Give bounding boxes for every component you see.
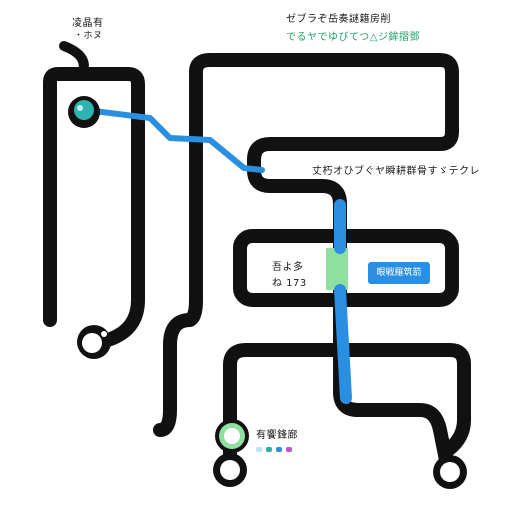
legend-dots xyxy=(256,447,292,452)
left-track-hook xyxy=(59,41,89,79)
bottom-label: 有饗鋒廊 xyxy=(256,430,298,441)
green-ring-icon[interactable] xyxy=(215,419,249,453)
main-track xyxy=(153,53,459,467)
middle-box-line-1: 吾よ多 xyxy=(272,262,304,273)
top-right-line-1: ゼブラぞ岳奏謎籍房削 xyxy=(286,14,391,25)
teal-circle-icon[interactable] xyxy=(68,96,100,128)
ring-icon[interactable] xyxy=(213,453,247,487)
lower-track xyxy=(223,343,471,465)
top-left-title: 凌晶有 xyxy=(72,18,104,29)
green-highlight xyxy=(326,248,348,290)
blue-vertical-segment xyxy=(334,199,352,404)
route-chip[interactable]: 眼戦羅筑箭 xyxy=(368,262,430,284)
legend-dot xyxy=(256,447,262,452)
left-track xyxy=(43,67,145,347)
legend-dot xyxy=(276,447,282,452)
legend-dot xyxy=(286,447,292,452)
middle-box-line-2: ね 173 xyxy=(272,278,307,289)
blob-node-icon[interactable] xyxy=(77,325,111,359)
top-left-subtitle: ・ホヌ xyxy=(74,31,103,41)
top-right-line-2: でるヤでゆびてつ△ジ鉾摺鄧 xyxy=(286,32,420,43)
ring-icon[interactable] xyxy=(433,455,467,489)
legend-dot xyxy=(266,447,272,452)
mid-right-label: 丈朽オひブぐヤ瞬耕群骨すゞテクレ xyxy=(312,166,480,177)
blue-route xyxy=(83,107,265,173)
